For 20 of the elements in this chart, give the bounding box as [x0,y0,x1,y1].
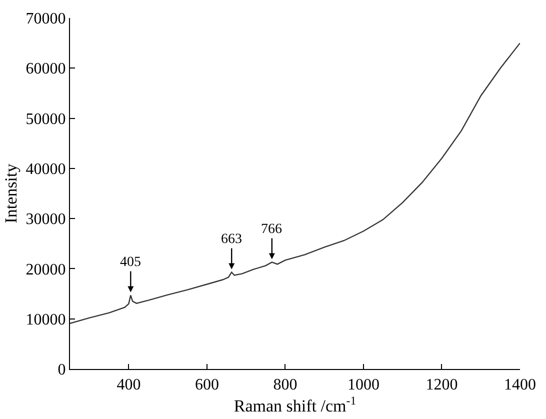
y-tick-label: 60000 [26,60,66,78]
x-tick-label: 600 [194,376,219,394]
x-tick-label: 400 [116,376,141,394]
y-tick-label: 30000 [26,211,66,228]
line-series [70,42,520,324]
y-tick-label: 0 [58,362,66,379]
x-tick-label: 1400 [504,376,536,394]
y-tick-label: 10000 [26,311,66,328]
y-tick-label: 50000 [26,110,66,128]
x-tick-label: 800 [273,376,298,394]
y-axis-title: Intensity [1,163,20,224]
annotation: 766 [261,222,282,237]
x-tick-label: 1000 [347,376,380,394]
y-tick-label: 70000 [26,10,66,28]
annotation: 405 [120,255,141,270]
x-tick-label: 1200 [426,376,458,394]
y-tick-label: 40000 [26,161,66,178]
annotation: 663 [221,232,242,247]
y-tick-label: 20000 [26,261,66,278]
x-axis-title: Raman shift /cm$^{-1}$ [234,393,356,416]
